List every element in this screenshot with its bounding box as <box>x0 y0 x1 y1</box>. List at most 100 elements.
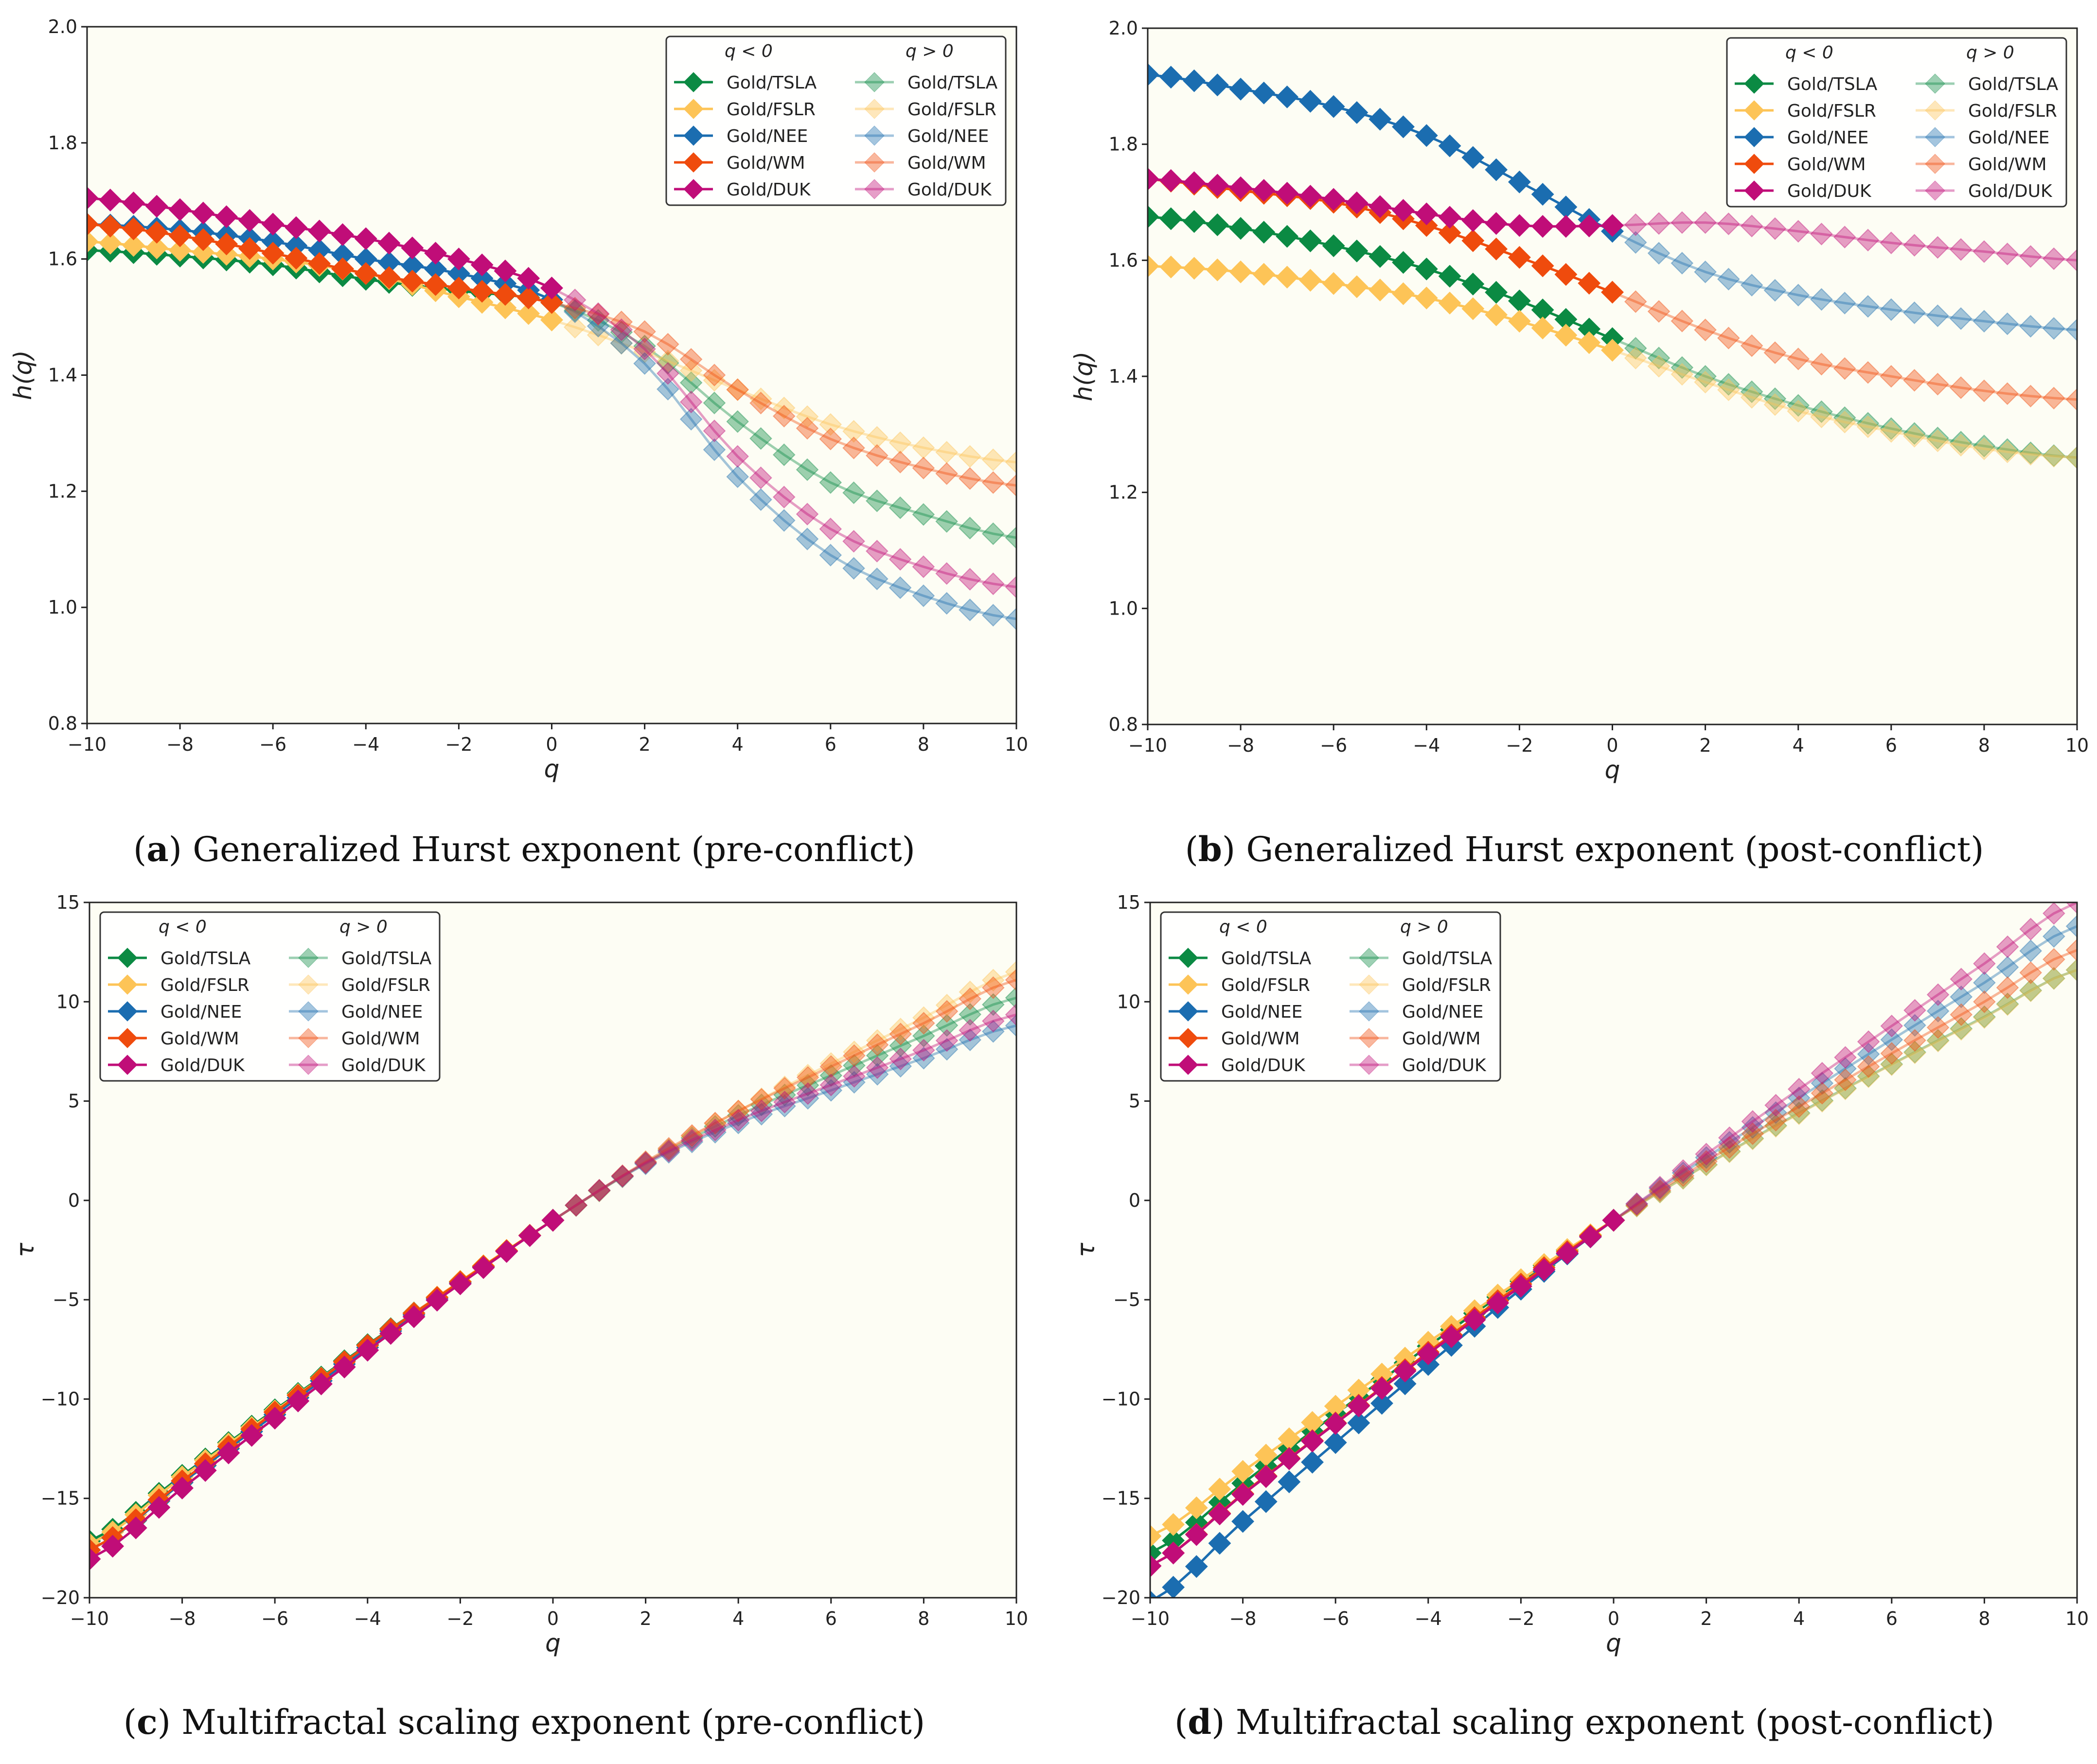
data-point <box>1857 1030 1880 1053</box>
y-tick-label: 0 <box>68 1190 80 1211</box>
data-point <box>2019 979 2043 1002</box>
data-point <box>1485 212 1508 235</box>
legend-marker-icon <box>683 99 704 119</box>
legend-marker-icon <box>117 948 138 968</box>
data-point <box>796 502 819 526</box>
data-point <box>865 426 889 449</box>
data-point <box>889 1023 912 1046</box>
data-point <box>1740 274 1763 297</box>
data-point <box>889 431 912 455</box>
data-point <box>1148 205 1159 229</box>
data-point <box>1463 1308 1486 1331</box>
data-point <box>1368 279 1392 301</box>
y-axis-label: τ <box>11 1242 39 1257</box>
data-point <box>470 253 494 277</box>
data-point <box>1973 952 1996 975</box>
data-point <box>1694 365 1717 388</box>
data-point <box>912 1046 935 1070</box>
x-tick-label: 8 <box>918 1608 929 1629</box>
data-point <box>541 1209 565 1232</box>
y-tick-label: 2.0 <box>48 16 77 37</box>
x-tick-label: 4 <box>1793 735 1804 756</box>
series-line-gold-nee-q-pos <box>1613 925 2077 1221</box>
series-line-gold-wm-q-pos <box>1613 949 2077 1221</box>
data-point <box>796 1074 819 1097</box>
data-point <box>284 216 308 239</box>
legend-label: Gold/DUK <box>160 1056 245 1076</box>
data-point <box>1005 451 1016 474</box>
data-point <box>1763 217 1787 240</box>
data-point <box>1763 393 1787 416</box>
data-point <box>1880 1028 1903 1051</box>
data-point <box>1741 1110 1764 1133</box>
legend-label: Gold/FSLR <box>1968 101 2057 121</box>
legend-label: Gold/FSLR <box>1787 101 1876 121</box>
legend-marker-icon <box>1359 1055 1379 1075</box>
data-point <box>401 269 424 293</box>
plot-marks <box>89 960 1016 1570</box>
data-point <box>1579 1225 1602 1248</box>
data-point <box>1670 211 1694 234</box>
legend-label: Gold/TSLA <box>341 949 432 969</box>
data-point <box>356 1339 379 1362</box>
data-point <box>1229 77 1252 101</box>
data-point <box>1996 955 2019 979</box>
data-point <box>1276 225 1299 248</box>
data-point <box>819 413 842 436</box>
data-point <box>1973 379 1996 403</box>
data-point <box>726 410 749 433</box>
data-point <box>1694 211 1717 234</box>
data-point <box>1206 213 1229 236</box>
data-point <box>773 1091 796 1114</box>
data-point <box>1392 251 1415 274</box>
data-point <box>657 1141 680 1164</box>
data-point <box>1578 272 1601 295</box>
data-point <box>610 332 633 355</box>
data-point <box>1880 1042 1903 1065</box>
data-point <box>819 427 842 451</box>
legend: q < 0 q > 0 Gold/TSLA Gold/TSLA Gold/FSLR Gol… <box>665 35 1007 206</box>
legend-label: Gold/WM <box>727 153 805 173</box>
data-point <box>796 417 819 440</box>
data-point <box>1740 214 1763 238</box>
data-point <box>1764 1114 1787 1137</box>
data-point <box>1299 185 1322 208</box>
data-point <box>1926 1000 1950 1023</box>
data-point <box>935 592 959 615</box>
data-point <box>1229 217 1252 240</box>
data-point <box>796 1066 819 1089</box>
legend-label: Gold/WM <box>1968 155 2047 175</box>
data-point <box>1625 1195 1649 1217</box>
data-point <box>611 1165 634 1188</box>
series-line-gold-tsla-q-pos <box>551 301 1016 539</box>
data-point <box>1670 309 1694 333</box>
data-point <box>1717 378 1740 402</box>
data-point <box>634 1152 658 1176</box>
y-tick-label: −10 <box>41 1388 80 1410</box>
data-point <box>981 471 1005 494</box>
series-line-gold-duk-q-pos <box>1612 221 2077 262</box>
data-point <box>1647 300 1670 323</box>
data-point <box>1857 1065 1880 1089</box>
series-line-gold-wm-q-pos <box>551 301 1016 487</box>
data-point <box>1159 169 1183 192</box>
data-point <box>889 547 912 571</box>
data-point <box>1206 73 1229 97</box>
data-point <box>333 1356 356 1378</box>
data-point <box>470 280 494 303</box>
data-point <box>1368 195 1392 218</box>
data-point <box>1005 526 1016 549</box>
data-point <box>1625 1194 1649 1217</box>
y-tick-label: 0.8 <box>48 713 77 734</box>
data-point <box>1996 992 2019 1016</box>
data-point <box>889 576 912 600</box>
y-tick-label: 10 <box>56 991 80 1012</box>
data-point <box>1810 222 1833 246</box>
data-point <box>540 276 563 300</box>
y-tick-label: 5 <box>1129 1091 1140 1112</box>
data-point <box>981 976 1005 999</box>
data-point <box>726 445 749 468</box>
plot-marks <box>1150 902 2077 1598</box>
data-point <box>1880 420 1903 443</box>
data-point <box>935 1000 959 1023</box>
